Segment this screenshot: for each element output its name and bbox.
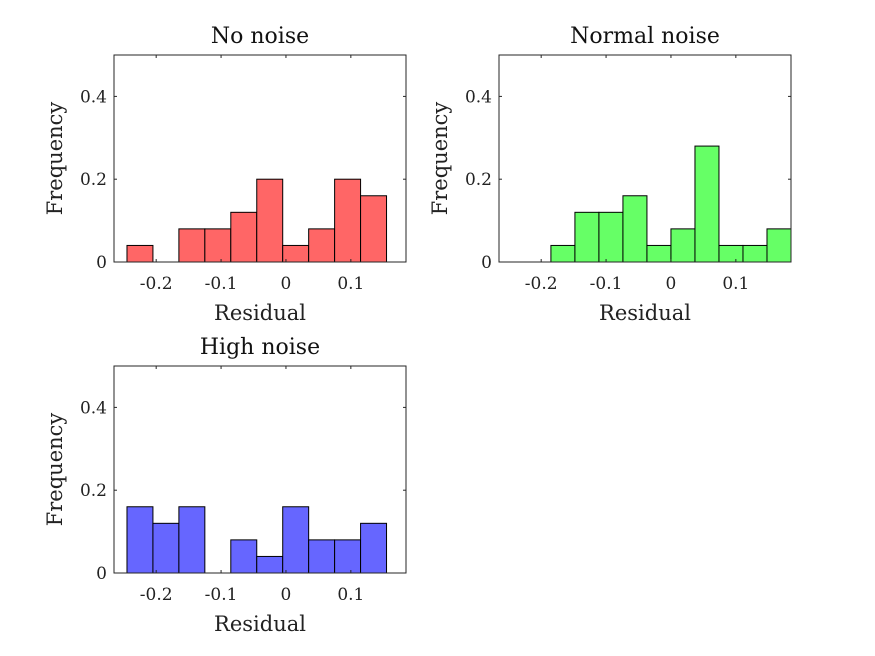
x-tick-label: -0.1 — [205, 274, 238, 294]
histogram-bar — [178, 506, 206, 574]
axes-frame — [498, 54, 792, 263]
chart-title: High noise — [200, 335, 320, 360]
x-tick-label: 0.1 — [337, 274, 364, 294]
histogram-bar — [230, 211, 258, 263]
histogram-bar — [766, 228, 792, 263]
y-tick-label: 0.2 — [80, 481, 107, 501]
histogram-bar — [178, 228, 206, 263]
histogram-bar — [204, 228, 232, 263]
histogram-bar — [334, 178, 362, 263]
chart-title: No noise — [211, 24, 309, 49]
y-axis-label: Frequency — [43, 413, 67, 527]
x-tick-label: 0.1 — [722, 274, 749, 294]
y-axis-label: Frequency — [43, 102, 67, 216]
histogram-bar — [360, 522, 388, 574]
x-axis-label: Residual — [214, 301, 306, 325]
chart-panel-3: -0.2 -0.1 0 0.1 0 0.2 0.4 High noise Residual Fre… — [43, 335, 407, 636]
x-tick-label: -0.1 — [590, 274, 623, 294]
y-tick-label: 0 — [96, 253, 107, 273]
x-tick-label: 0 — [666, 274, 677, 294]
histogram-bar — [574, 211, 600, 263]
x-tick-label: -0.1 — [205, 585, 238, 605]
y-tick-label: 0 — [96, 564, 107, 584]
x-axis-label: Residual — [214, 612, 306, 636]
histogram-bar — [126, 244, 154, 263]
y-tick-label: 0.2 — [465, 170, 492, 190]
x-tick-label: -0.2 — [140, 585, 173, 605]
histogram-bar — [282, 244, 310, 263]
y-axis-label: Frequency — [428, 102, 452, 216]
histogram-bar — [152, 522, 180, 574]
x-tick-label: -0.2 — [525, 274, 558, 294]
histogram-bar — [622, 195, 648, 263]
chart-title: Normal noise — [570, 24, 720, 49]
y-tick-label: 0.4 — [465, 87, 492, 107]
x-tick-label: 0 — [281, 585, 292, 605]
histogram-bar — [742, 244, 768, 263]
histogram-bar — [670, 228, 696, 263]
histogram-bar — [550, 244, 576, 263]
y-tick-label: 0.4 — [80, 398, 107, 418]
histogram-bar — [282, 506, 310, 574]
histogram-bar — [308, 228, 336, 263]
chart-panel-1: -0.2 -0.1 0 0.1 0 0.2 0.4 No noise Residual Frequ… — [43, 24, 407, 325]
y-tick-label: 0.4 — [80, 87, 107, 107]
histogram-bar — [718, 244, 744, 263]
x-tick-label: 0.1 — [337, 585, 364, 605]
histogram-bar — [334, 539, 362, 574]
histogram-bar — [308, 539, 336, 574]
histogram-bar — [694, 145, 720, 263]
histogram-bar — [646, 244, 672, 263]
histogram-bar — [598, 211, 624, 263]
axes-frame — [113, 365, 407, 574]
histogram-bar — [360, 195, 388, 263]
chart-panel-2: -0.2 -0.1 0 0.1 0 0.2 0.4 Normal noise Residual F… — [428, 24, 792, 325]
axes-frame — [113, 54, 407, 263]
x-axis-label: Residual — [599, 301, 691, 325]
histogram-bar — [126, 506, 154, 574]
histogram-bar — [256, 555, 284, 574]
histogram-bar — [256, 178, 284, 263]
y-tick-label: 0.2 — [80, 170, 107, 190]
x-tick-label: 0 — [281, 274, 292, 294]
x-tick-label: -0.2 — [140, 274, 173, 294]
histogram-bar — [230, 539, 258, 574]
y-tick-label: 0 — [481, 253, 492, 273]
